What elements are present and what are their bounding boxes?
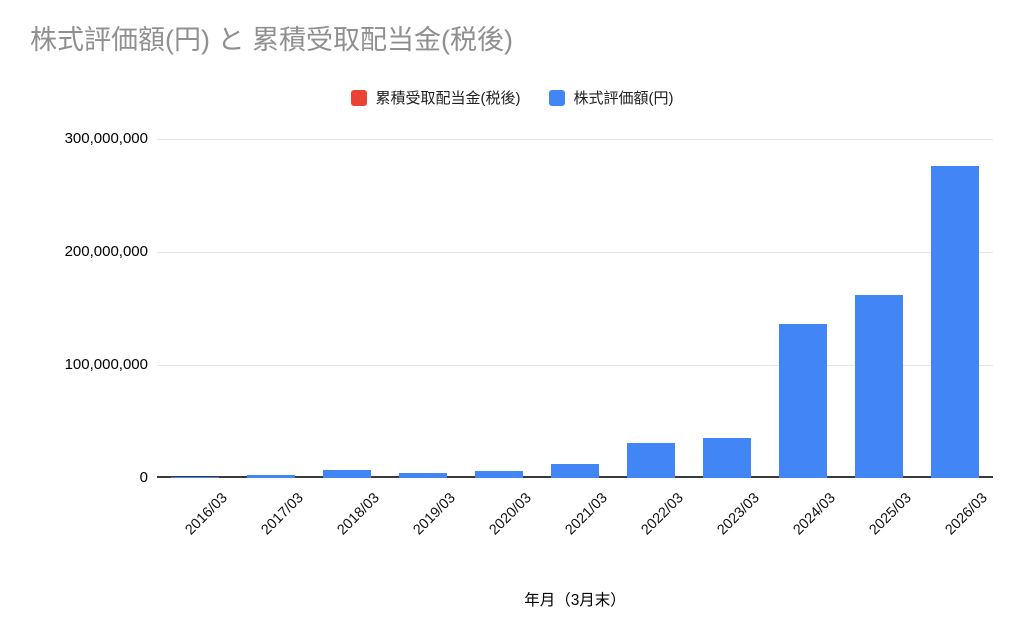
bar-group [841,139,917,478]
legend-swatch-icon [548,89,565,106]
valuation-bar-2018/03[interactable] [323,470,371,478]
plot-area [157,139,993,478]
x-axis-tick-label: 2022/03 [637,490,687,539]
x-axis-labels: 2016/03 2017/03 2018/03 2019/03 2020/03 2021/… [157,478,993,548]
x-axis-tick-label: 2026/03 [941,490,991,539]
x-label-cell: 2023/03 [689,478,765,548]
x-label-cell: 2025/03 [841,478,917,548]
valuation-bar-2019/03[interactable] [399,472,447,478]
x-label-cell: 2019/03 [385,478,461,548]
x-axis-tick-label: 2016/03 [181,490,231,539]
x-label-cell: 2016/03 [157,478,233,548]
valuation-bar-2016/03[interactable] [171,476,219,478]
bar-group [917,139,993,478]
bar-group [461,139,537,478]
y-axis-tick-label: 100,000,000 [64,356,148,373]
x-axis-tick-label: 2021/03 [561,490,611,539]
bar-group [765,139,841,478]
x-axis-tick-label: 2020/03 [485,490,535,539]
valuation-bar-2020/03[interactable] [475,471,523,478]
legend-swatch-icon [350,89,367,106]
valuation-bar-2021/03[interactable] [551,463,599,478]
x-axis-tick-label: 2019/03 [409,490,459,539]
x-axis-tick-label: 2025/03 [865,490,915,539]
valuation-bar-2025/03[interactable] [855,294,903,478]
bar-group [309,139,385,478]
bar-group [689,139,765,478]
x-label-cell: 2020/03 [461,478,537,548]
y-axis-tick-label: 200,000,000 [64,243,148,260]
x-label-cell: 2022/03 [613,478,689,548]
bar-group [233,139,309,478]
legend-label: 株式評価額(円) [573,90,674,107]
y-axis-tick-label: 0 [139,469,148,486]
x-label-cell: 2024/03 [765,478,841,548]
legend-item-valuation[interactable]: 株式評価額(円) [548,87,674,108]
legend-item-dividends[interactable]: 累積受取配当金(税後) [350,87,521,108]
valuation-bar-2026/03[interactable] [931,166,979,478]
x-axis-tick-label: 2017/03 [257,490,307,539]
gridline [157,365,993,366]
x-label-cell: 2021/03 [537,478,613,548]
x-axis-title: 年月（3月末） [524,592,626,609]
bar-group [157,139,233,478]
x-axis-tick-label: 2023/03 [713,490,763,539]
x-label-cell: 2017/03 [233,478,309,548]
valuation-bar-2023/03[interactable] [703,438,751,478]
x-axis-tick-label: 2018/03 [333,490,383,539]
chart-title: 株式評価額(円) と 累積受取配当金(税後) [30,25,513,55]
valuation-bar-2022/03[interactable] [627,442,675,478]
bar-group [613,139,689,478]
bar-group [385,139,461,478]
gridline [157,252,993,253]
legend: 累積受取配当金(税後) 株式評価額(円) [0,87,1024,108]
x-axis-tick-label: 2024/03 [789,490,839,539]
x-label-cell: 2026/03 [917,478,993,548]
gridline [157,139,993,140]
legend-label: 累積受取配当金(税後) [375,90,521,107]
x-label-cell: 2018/03 [309,478,385,548]
valuation-bar-2024/03[interactable] [779,324,827,478]
bar-group [537,139,613,478]
valuation-bar-2017/03[interactable] [247,475,295,478]
y-axis-tick-label: 300,000,000 [64,130,148,147]
bars [157,139,993,478]
